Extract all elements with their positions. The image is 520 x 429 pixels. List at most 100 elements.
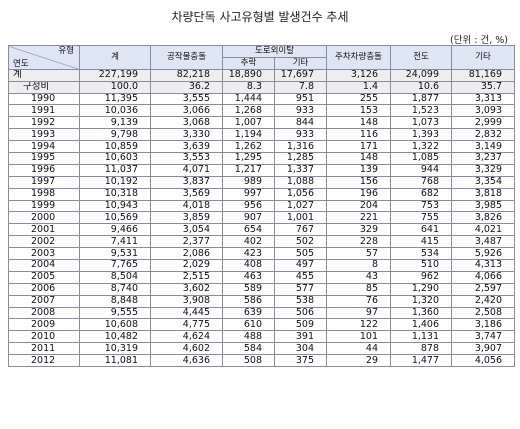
value-cell: 1,337: [273, 163, 328, 177]
value-cell: 8,740: [79, 282, 151, 296]
value-cell: 10,859: [79, 140, 151, 154]
corner-header-cell: 유형 연도: [8, 45, 80, 70]
value-cell: 3,907: [451, 342, 516, 356]
value-cell: 3,837: [150, 175, 223, 189]
row-label-cell: 2010: [8, 330, 80, 344]
table-row: 2001 9,466 3,054 654 767 329 641 4,021: [8, 223, 516, 237]
value-cell: 156: [326, 175, 392, 189]
value-cell: 577: [273, 282, 328, 296]
value-cell: 153: [326, 104, 392, 118]
value-cell: 1,194: [222, 128, 275, 142]
value-cell: 408: [222, 259, 275, 272]
value-cell: 5,926: [451, 247, 516, 261]
row-label-cell: 2009: [8, 318, 80, 332]
col-header-other-off-road: 기타: [273, 56, 328, 70]
value-cell: 1,131: [390, 330, 453, 344]
value-cell: 7,765: [79, 259, 151, 272]
value-cell: 8.3: [222, 80, 275, 94]
row-label-cell: 2000: [8, 211, 80, 225]
value-cell: 455: [273, 270, 328, 284]
value-cell: 1,056: [273, 187, 328, 201]
table-row: 2006 8,740 3,602 589 577 85 1,290 2,597: [8, 282, 516, 296]
value-cell: 204: [326, 199, 392, 213]
row-label-cell: 2007: [8, 294, 80, 308]
row-label-cell: 1996: [8, 163, 80, 177]
value-cell: 962: [390, 270, 453, 284]
table-row: 1998 10,318 3,569 997 1,056 196 682 3,818: [8, 187, 516, 201]
col-header-off-road: 도로외이탈: [221, 45, 328, 58]
value-cell: 4,445: [150, 306, 223, 320]
value-cell: 753: [390, 199, 453, 213]
value-cell: 639: [222, 306, 275, 320]
value-cell: 3,639: [150, 140, 223, 154]
value-cell: 4,775: [150, 318, 223, 332]
value-cell: 755: [390, 211, 453, 225]
value-cell: 3,747: [451, 330, 516, 344]
value-cell: 1.4: [326, 80, 392, 94]
value-cell: 9,531: [79, 247, 151, 261]
row-label-cell: 2011: [8, 342, 80, 356]
value-cell: 3,826: [451, 211, 516, 225]
value-cell: 100.0: [79, 80, 151, 94]
value-cell: 2,420: [451, 294, 516, 308]
value-cell: 228: [326, 235, 392, 249]
value-cell: 4,602: [150, 342, 223, 356]
value-cell: 391: [273, 330, 328, 344]
table-row: 1995 10,603 3,553 1,295 1,285 148 1,085 3,237: [8, 152, 516, 165]
row-label-cell: 2012: [8, 354, 80, 368]
value-cell: 505: [273, 247, 328, 261]
value-cell: 1,393: [390, 128, 453, 142]
value-cell: 3,908: [150, 294, 223, 308]
value-cell: 1,088: [273, 175, 328, 189]
table-row: 1999 10,943 4,018 956 1,027 204 753 3,985: [8, 199, 516, 213]
table-row: 2010 10,482 4,624 488 391 101 1,131 3,747: [8, 330, 516, 344]
value-cell: 415: [390, 235, 453, 249]
value-cell: 3,126: [326, 68, 392, 82]
value-cell: 2,029: [150, 259, 223, 272]
value-cell: 2,832: [451, 128, 516, 142]
row-label-cell: 1998: [8, 187, 80, 201]
value-cell: 510: [390, 259, 453, 272]
value-cell: 3,313: [451, 92, 516, 106]
value-cell: 1,001: [273, 211, 328, 225]
value-cell: 3,487: [451, 235, 516, 249]
value-cell: 767: [273, 223, 328, 237]
row-label-cell: 1997: [8, 175, 80, 189]
value-cell: 3,818: [451, 187, 516, 201]
value-cell: 4,066: [451, 270, 516, 284]
value-cell: 497: [273, 259, 328, 272]
value-cell: 2,377: [150, 235, 223, 249]
value-cell: 9,139: [79, 116, 151, 130]
value-cell: 1,295: [222, 152, 275, 165]
value-cell: 1,217: [222, 163, 275, 177]
row-label-cell: 1991: [8, 104, 80, 118]
value-cell: 7.8: [273, 80, 328, 94]
row-label-cell: 1992: [8, 116, 80, 130]
col-header-structure: 공작물충돌: [150, 45, 223, 70]
value-cell: 1,290: [390, 282, 453, 296]
value-cell: 9,555: [79, 306, 151, 320]
value-cell: 255: [326, 92, 392, 106]
table-row: 2000 10,569 3,859 907 1,001 221 755 3,826: [8, 211, 516, 225]
value-cell: 402: [222, 235, 275, 249]
value-cell: 82,218: [150, 68, 223, 82]
corner-year-label: 연도: [13, 58, 29, 69]
row-label-cell: 2005: [8, 270, 80, 284]
value-cell: 1,322: [390, 140, 453, 154]
value-cell: 76: [326, 294, 392, 308]
value-cell: 11,081: [79, 354, 151, 368]
value-cell: 11,037: [79, 163, 151, 177]
row-label-cell: 1990: [8, 92, 80, 106]
value-cell: 1,007: [222, 116, 275, 130]
value-cell: 85: [326, 282, 392, 296]
value-cell: 24,099: [390, 68, 453, 82]
value-cell: 3,329: [451, 163, 516, 177]
value-cell: 10,319: [79, 342, 151, 356]
accident-table: 유형 연도 계 공작물충돌 도로외이탈 주차차량충돌 전도 기타 추락 기타 계…: [8, 45, 516, 368]
value-cell: 1,360: [390, 306, 453, 320]
table-row: 1994 10,859 3,639 1,262 1,316 171 1,322 3,149: [8, 140, 516, 154]
value-cell: 10,482: [79, 330, 151, 344]
value-cell: 4,021: [451, 223, 516, 237]
value-cell: 10.6: [390, 80, 453, 94]
